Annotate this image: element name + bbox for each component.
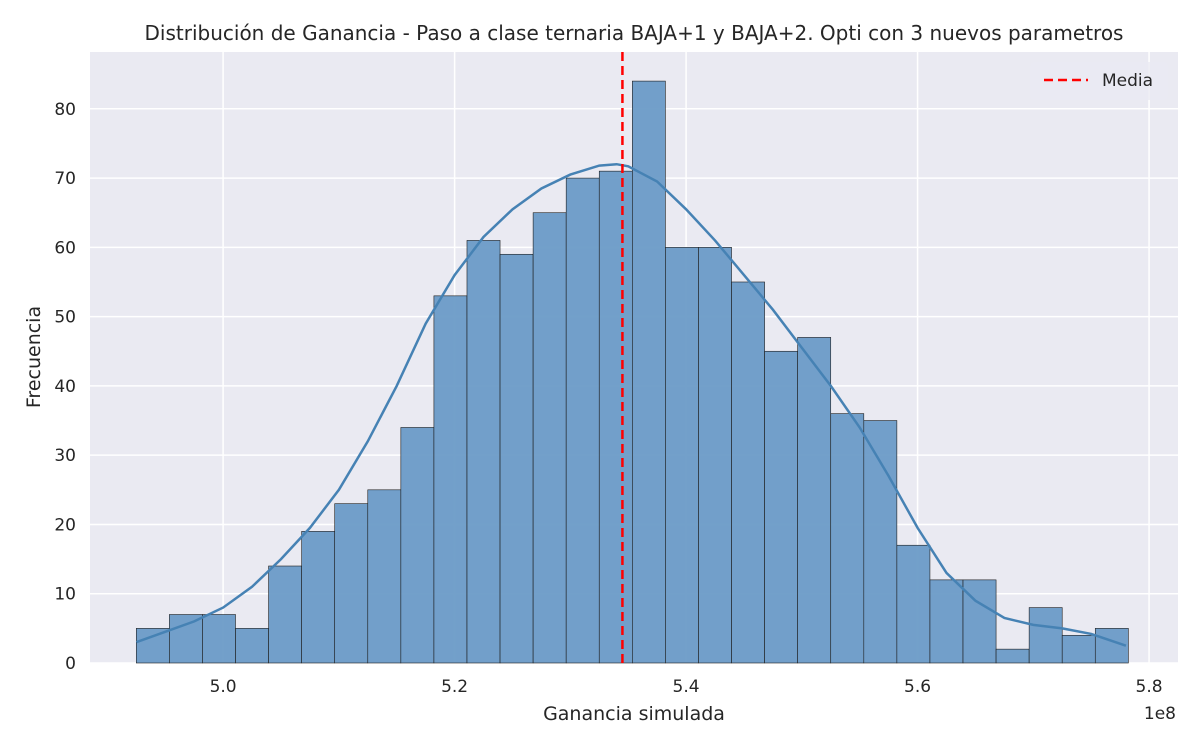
histogram-bar [367, 489, 402, 664]
histogram-bar [797, 337, 832, 664]
histogram-bars [135, 80, 1129, 664]
histogram-bar [896, 544, 931, 664]
histogram-bar [665, 247, 699, 664]
chart-title: Distribución de Ganancia - Paso a clase … [145, 21, 1124, 45]
y-tick-label: 80 [54, 100, 76, 120]
histogram-bar [499, 253, 534, 664]
histogram-bar [532, 212, 567, 664]
histogram-bar [235, 628, 269, 664]
histogram-bar [268, 565, 302, 664]
y-tick-label: 50 [54, 308, 76, 328]
histogram-bar [135, 628, 170, 664]
y-tick-label: 10 [54, 585, 76, 605]
x-axis-label: Ganancia simulada [543, 703, 725, 725]
y-tick-label: 30 [54, 446, 76, 466]
histogram-bar [995, 648, 1030, 664]
histogram-bar [1061, 634, 1096, 664]
legend: Media [1030, 62, 1168, 100]
x-tick-label: 5.0 [210, 677, 237, 697]
y-tick-label: 20 [54, 515, 76, 535]
histogram-bar [169, 614, 203, 664]
histogram-bar [764, 350, 798, 664]
histogram-bar [202, 614, 236, 664]
histogram-bar [863, 420, 898, 664]
histogram-bar [598, 170, 633, 664]
x-tick-label: 5.4 [673, 677, 700, 697]
histogram-bar [632, 80, 666, 664]
histogram-bar [830, 413, 865, 664]
histogram-bar [400, 427, 435, 664]
histogram-bar [334, 503, 369, 664]
y-axis-ticks: 0 10 20 30 40 50 60 70 80 [54, 100, 76, 674]
y-tick-label: 0 [65, 654, 76, 674]
x-axis-offset-label: 1e8 [1144, 704, 1176, 724]
histogram-bar [433, 295, 468, 664]
histogram-bar [731, 281, 765, 664]
legend-label-media: Media [1102, 71, 1153, 91]
legend-frame [1030, 62, 1168, 100]
x-tick-label: 5.2 [441, 677, 468, 697]
histogram-bar [466, 240, 501, 664]
y-axis-label: Frecuencia [23, 306, 45, 408]
y-tick-label: 70 [54, 169, 76, 189]
histogram-bar [301, 531, 336, 664]
histogram-bar [565, 177, 600, 664]
y-tick-label: 60 [54, 238, 76, 258]
histogram-bar [698, 247, 732, 664]
histogram-bar [929, 579, 964, 664]
y-tick-label: 40 [54, 377, 76, 397]
x-tick-label: 5.8 [1136, 677, 1163, 697]
histogram-bar [1028, 607, 1063, 664]
x-tick-label: 5.6 [904, 677, 931, 697]
x-axis-ticks: 5.0 5.2 5.4 5.6 5.8 [210, 677, 1163, 697]
